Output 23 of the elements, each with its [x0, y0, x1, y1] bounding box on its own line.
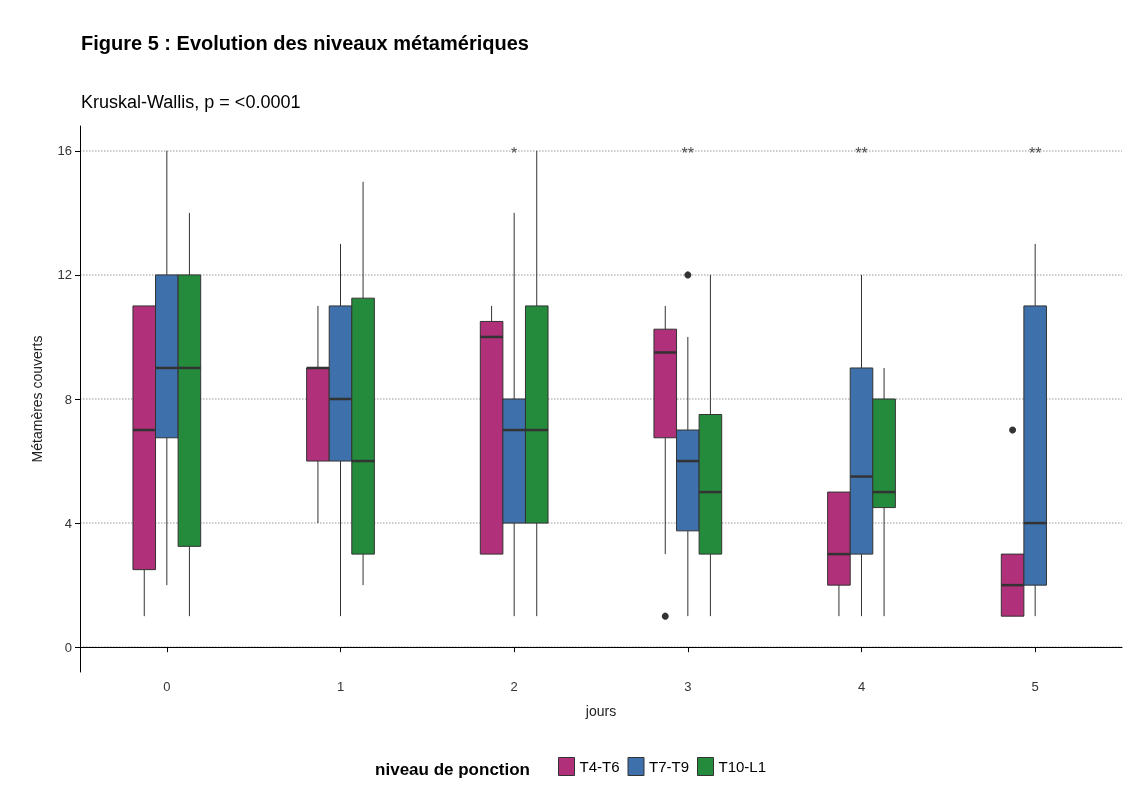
y-tick-label: 8	[64, 391, 72, 407]
chart-title: Figure 5 : Evolution des niveaux métamériques	[81, 32, 529, 54]
x-tick-label: 2	[510, 679, 518, 694]
legend-label: T7-T9	[649, 758, 690, 775]
y-tick-label: 16	[57, 143, 72, 159]
x-tick-label: 0	[163, 679, 171, 694]
y-tick-label: 12	[57, 267, 72, 283]
legend-title: niveau de ponction	[375, 760, 531, 779]
y-tick-label: 0	[64, 639, 72, 655]
x-tick-label: 3	[684, 679, 692, 694]
x-tick-label: 1	[336, 679, 345, 694]
x-tick-label: 5	[1031, 679, 1039, 694]
y-tick-label: 4	[64, 515, 72, 531]
annotation: *	[511, 145, 518, 163]
x-tick-label: 4	[857, 679, 866, 694]
annotation: **	[1028, 145, 1042, 163]
legend-label: T4-T6	[579, 758, 620, 775]
legend-label: T10-L1	[718, 758, 767, 775]
chart-subtitle: Kruskal-Wallis, p = <0.0001	[81, 92, 301, 112]
annotation: **	[855, 145, 868, 163]
y-axis-title: Métamères couverts	[29, 335, 45, 463]
x-axis-title: jours	[584, 703, 617, 719]
annotation: **	[681, 145, 695, 163]
